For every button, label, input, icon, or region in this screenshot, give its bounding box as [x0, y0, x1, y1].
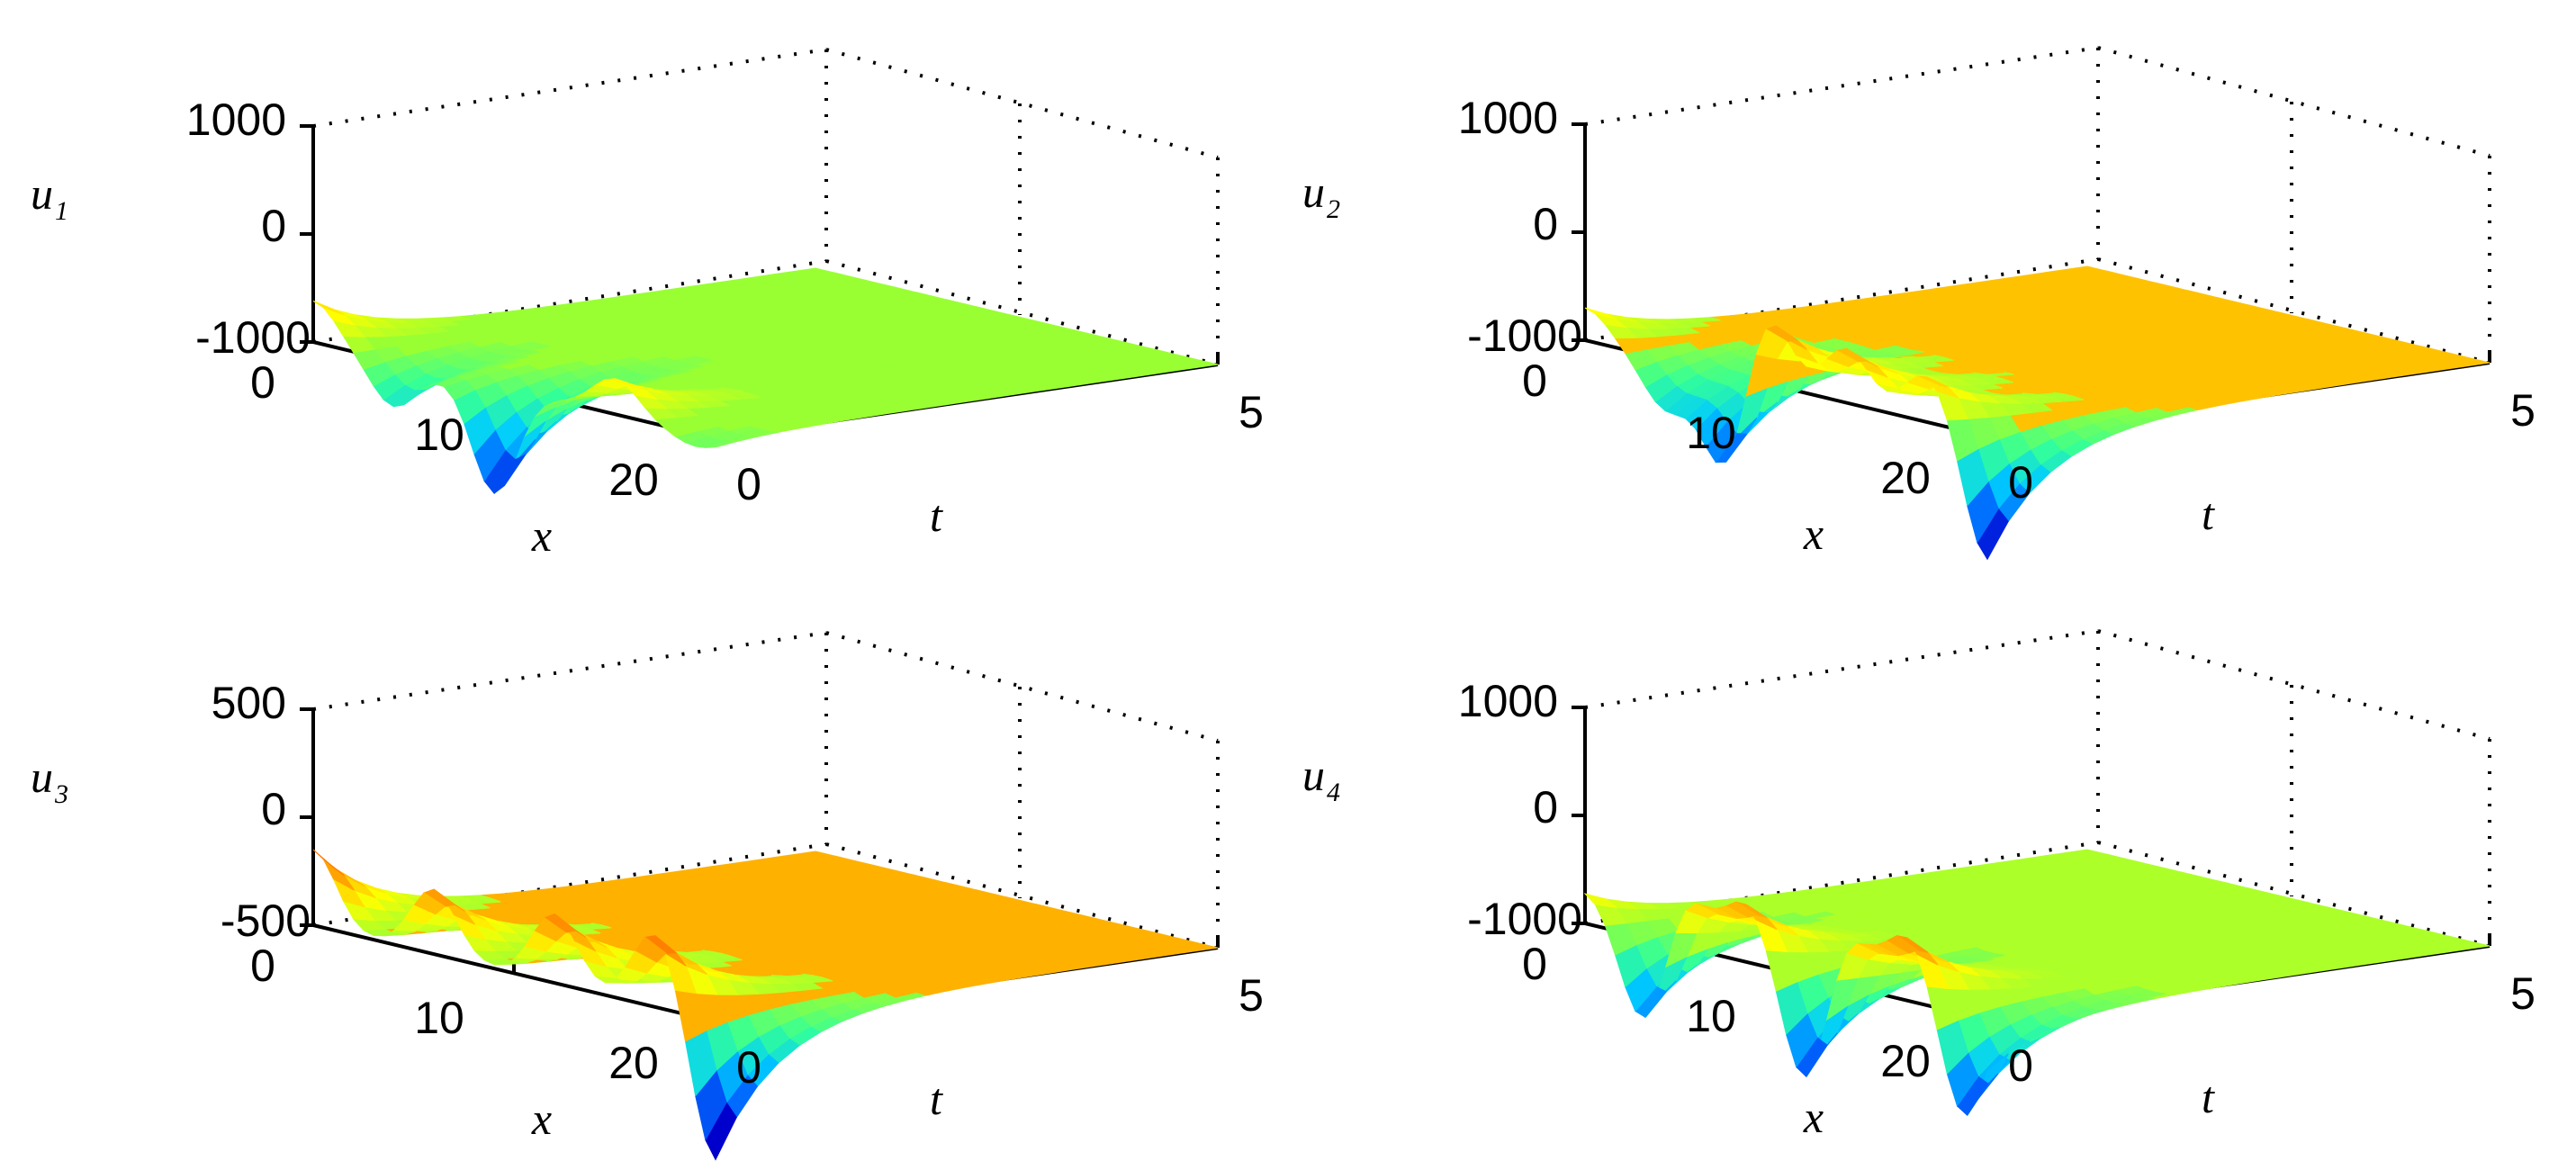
z-tick-top: 500 — [212, 678, 286, 728]
surface — [1584, 266, 2490, 561]
z-axis-label: u1 — [31, 168, 68, 226]
x-tick-10: 10 — [1686, 408, 1736, 458]
t-tick-0: 0 — [2008, 1040, 2033, 1091]
x-tick-10: 10 — [414, 410, 464, 460]
z-tick-mid: 0 — [261, 201, 286, 251]
t-axis-label: t — [2202, 489, 2215, 539]
t-axis-label: t — [930, 1074, 943, 1124]
z-tick-top: 1000 — [1458, 93, 1558, 143]
x-tick-0: 0 — [1522, 939, 1547, 989]
z-tick-mid: 0 — [1533, 199, 1558, 249]
t-tick-0: 0 — [736, 1042, 761, 1093]
panel-u3: 500 0 -500 0 10 20 0 5 u3 x t — [31, 631, 1264, 1161]
surface — [1583, 849, 2490, 1116]
z-tick-bottom: -1000 — [195, 312, 311, 363]
z-tick-top: 1000 — [1458, 676, 1558, 726]
surface-patch — [312, 301, 345, 316]
t-axis-label: t — [2202, 1072, 2215, 1122]
z-axis-label: u4 — [1302, 750, 1340, 807]
surface-patch — [312, 849, 345, 877]
surface-patch — [1584, 307, 1617, 320]
x-axis-label: x — [531, 1094, 552, 1144]
surface — [312, 849, 1219, 1161]
surface — [312, 267, 1219, 495]
x-axis-label: x — [531, 510, 552, 561]
z-tick-bottom: -500 — [221, 896, 311, 946]
t-tick-5: 5 — [1238, 970, 1264, 1021]
x-tick-0: 0 — [250, 357, 275, 408]
t-tick-0: 0 — [736, 459, 761, 509]
z-axis-label: u2 — [1302, 166, 1340, 224]
z-tick-bottom: -1000 — [1467, 894, 1582, 944]
x-tick-20: 20 — [608, 1038, 659, 1088]
x-tick-20: 20 — [608, 454, 659, 505]
x-tick-20: 20 — [1880, 1036, 1931, 1086]
panel-u1: 1000 0 -1000 0 10 20 0 5 u1 x t — [31, 48, 1264, 561]
z-tick-top: 1000 — [186, 94, 286, 145]
x-axis-label: x — [1803, 1092, 1824, 1142]
surface-patch — [1583, 893, 1618, 908]
z-tick-mid: 0 — [1533, 782, 1558, 832]
x-tick-0: 0 — [1522, 356, 1547, 406]
t-tick-5: 5 — [2510, 385, 2535, 436]
panel-u2: 1000 0 -1000 0 10 20 0 5 u2 x t — [1302, 46, 2535, 561]
t-tick-5: 5 — [1238, 387, 1264, 437]
x-tick-20: 20 — [1880, 453, 1931, 503]
panel-u4: 1000 0 -1000 0 10 20 0 5 u4 x t — [1302, 629, 2535, 1142]
x-axis-label: x — [1803, 508, 1824, 559]
x-tick-0: 0 — [250, 940, 275, 991]
t-tick-0: 0 — [2008, 457, 2033, 508]
t-tick-5: 5 — [2510, 968, 2535, 1019]
z-tick-mid: 0 — [261, 784, 286, 834]
t-axis-label: t — [930, 490, 943, 541]
z-axis-label: u3 — [31, 752, 68, 809]
x-tick-10: 10 — [414, 993, 464, 1043]
z-tick-bottom: -1000 — [1467, 310, 1582, 361]
x-tick-10: 10 — [1686, 991, 1736, 1041]
